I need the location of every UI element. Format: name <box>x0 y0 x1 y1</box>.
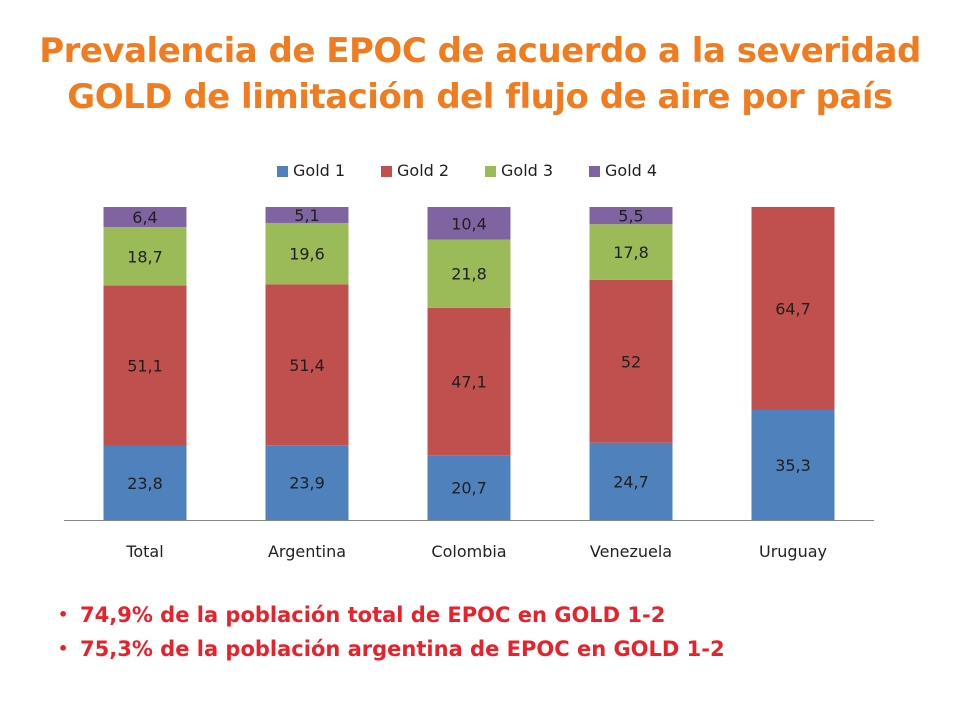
data-label-venezuela-gold1: 24,7 <box>613 472 649 491</box>
legend-label-3: Gold 3 <box>501 161 553 180</box>
bar-venezuela-gold2 <box>589 279 673 443</box>
data-label-colombia-gold1: 20,7 <box>451 479 487 498</box>
legend-swatch-3 <box>485 166 496 177</box>
bar-total-gold1 <box>103 445 187 520</box>
page-title: Prevalencia de EPOC de acuerdo a la seve… <box>0 28 960 120</box>
legend-swatch-4 <box>589 166 600 177</box>
data-label-argentina-gold3: 19,6 <box>289 245 325 264</box>
bullet-dot-icon: • <box>58 639 69 658</box>
data-label-total-gold4: 6,4 <box>132 208 157 227</box>
data-label-colombia-gold4: 10,4 <box>451 214 487 233</box>
data-label-total-gold2: 51,1 <box>127 357 163 376</box>
bar-uruguay-gold1 <box>751 409 835 520</box>
bar-venezuela-gold4 <box>589 207 673 225</box>
title-line-2: GOLD de limitación del flujo de aire por… <box>67 77 893 117</box>
x-tick-label-uruguay: Uruguay <box>759 542 827 561</box>
x-tick-label-venezuela: Venezuela <box>590 542 672 561</box>
bullet-argentina: • 75,3% de la población argentina de EPOC… <box>56 632 936 666</box>
bar-venezuela-gold1 <box>589 442 673 520</box>
x-tick-label-argentina: Argentina <box>268 542 346 561</box>
data-label-colombia-gold3: 21,8 <box>451 265 487 284</box>
bar-argentina-gold1 <box>265 445 349 520</box>
bar-total-gold3 <box>103 227 187 286</box>
data-label-argentina-gold1: 23,9 <box>289 474 325 493</box>
data-label-colombia-gold2: 47,1 <box>451 372 487 391</box>
summary-bullets: • 74,9% de la población total de EPOC en … <box>56 598 936 666</box>
bar-colombia-gold1 <box>427 455 511 520</box>
bar-total-gold2 <box>103 285 187 446</box>
data-label-venezuela-gold2: 52 <box>621 352 641 371</box>
data-label-argentina-gold4: 5,1 <box>294 206 319 225</box>
bar-colombia-gold3 <box>427 239 511 308</box>
bar-colombia-gold4 <box>427 207 511 240</box>
legend-label-2: Gold 2 <box>397 161 449 180</box>
data-label-total-gold1: 23,8 <box>127 474 163 493</box>
bar-venezuela-gold3 <box>589 224 673 280</box>
bar-argentina-gold3 <box>265 222 349 285</box>
title-line-1: Prevalencia de EPOC de acuerdo a la seve… <box>39 31 921 71</box>
stacked-bar-chart: Gold 1 Gold 2 Gold 3 Gold 4 23,8 51,1 18,7 6,4 T… <box>64 161 874 561</box>
bullet-argentina-text: 75,3% de la población argentina de EPOC … <box>80 637 725 661</box>
bar-uruguay-gold2 <box>751 207 835 410</box>
data-label-venezuela-gold4: 5,5 <box>618 207 643 226</box>
legend-label-1: Gold 1 <box>293 161 345 180</box>
bullet-total: • 74,9% de la población total de EPOC en … <box>56 598 936 632</box>
bar-total-gold4 <box>103 207 187 228</box>
data-label-argentina-gold2: 51,4 <box>289 356 325 375</box>
x-tick-label-colombia: Colombia <box>431 542 506 561</box>
data-label-venezuela-gold3: 17,8 <box>613 243 649 262</box>
data-label-uruguay-gold1: 35,3 <box>775 456 811 475</box>
legend-swatch-2 <box>381 166 392 177</box>
bullet-total-text: 74,9% de la población total de EPOC en G… <box>80 603 666 627</box>
data-label-uruguay-gold2: 64,7 <box>775 299 811 318</box>
bullet-dot-icon: • <box>58 605 69 624</box>
bar-colombia-gold2 <box>427 307 511 456</box>
x-tick-label-total: Total <box>125 542 163 561</box>
legend-swatch-1 <box>277 166 288 177</box>
legend-label-4: Gold 4 <box>605 161 657 180</box>
bar-argentina-gold2 <box>265 284 349 446</box>
bar-argentina-gold4 <box>265 207 349 223</box>
data-label-total-gold3: 18,7 <box>127 247 163 266</box>
